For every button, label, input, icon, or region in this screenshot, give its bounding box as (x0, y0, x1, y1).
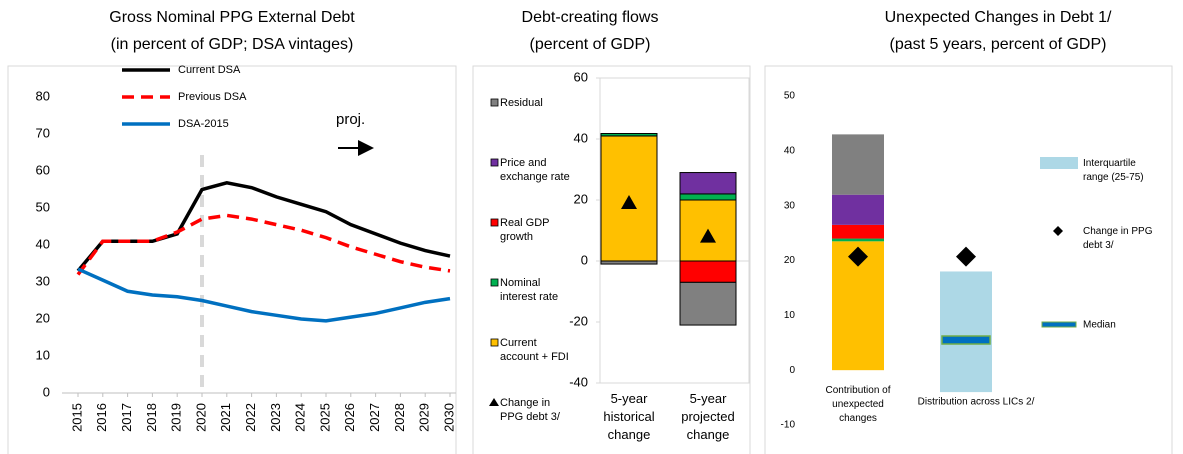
x-tick-label: 2021 (218, 403, 233, 432)
legend-label: Current DSA (178, 64, 241, 76)
bar-segment (832, 194, 884, 225)
y-tick-label: 40 (574, 130, 588, 145)
y-tick-label: 50 (36, 199, 50, 214)
y-tick-label: 20 (36, 310, 50, 325)
bar-segment (832, 224, 884, 239)
change-marker (848, 246, 868, 267)
legend-label: Price and exchange rate (500, 157, 570, 183)
x-tick-label: 5-year historical change (603, 391, 654, 442)
legend-label: Change in PPG debt 3/ (500, 397, 561, 423)
y-tick-label: 20 (784, 255, 796, 266)
legend-label: Current account + FDI (500, 337, 569, 363)
x-tick-label: 2029 (417, 403, 432, 432)
x-tick-label: 5-year projected change (681, 391, 734, 442)
y-tick-label: 70 (36, 125, 50, 140)
legend-label: Previous DSA (178, 91, 247, 103)
panel-frame (7, 65, 457, 454)
legend-swatch (490, 158, 499, 167)
x-tick-label: 2023 (268, 403, 283, 432)
series-line (77, 267, 451, 323)
legend-label: Median (1083, 320, 1116, 331)
x-tick-label: 2018 (144, 403, 159, 432)
x-tick-label: 2020 (193, 403, 208, 432)
bar-segment (679, 260, 737, 283)
x-tick-label: 2030 (441, 403, 456, 432)
x-tick-label: 2016 (94, 403, 109, 432)
legend-swatch (490, 218, 499, 227)
bar-segment (679, 172, 737, 195)
legend-label: Interquartile range (25-75) (1083, 158, 1144, 183)
bar-segment (679, 281, 737, 326)
y-tick-label: 30 (784, 200, 796, 211)
series-line (76, 213, 451, 276)
y-tick-label: 60 (574, 69, 588, 84)
y-tick-label: 0 (789, 365, 795, 376)
y-tick-label: 40 (36, 236, 50, 251)
legend-label: Nominal interest rate (500, 277, 558, 303)
chart-title: Gross Nominal PPG External Debt (109, 9, 355, 26)
y-tick-label: 0 (581, 252, 588, 267)
x-tick-label: 2027 (367, 403, 382, 432)
x-tick-label: 2025 (317, 403, 332, 432)
x-tick-label: 2026 (342, 403, 357, 432)
bar-segment (679, 193, 737, 201)
x-tick-label: 2028 (392, 403, 407, 432)
y-tick-label: 20 (574, 191, 588, 206)
annotation: proj. (336, 111, 365, 128)
y-tick-label: 40 (784, 145, 796, 156)
panel-frame (472, 65, 751, 454)
y-tick-label: -40 (569, 374, 588, 389)
chart-subtitle: (in percent of GDP; DSA vintages) (111, 36, 354, 53)
legend-label: Residual (500, 97, 543, 109)
y-tick-label: 80 (36, 88, 50, 103)
legend-swatch (490, 278, 499, 287)
bar-segment (832, 134, 884, 195)
chart-subtitle: (past 5 years, percent of GDP) (890, 36, 1107, 53)
x-tick-label: Distribution across LICs 2/ (918, 397, 1035, 408)
chart-title: Debt-creating flows (522, 9, 659, 26)
panel-frame (764, 65, 1173, 454)
legend-swatch (1040, 157, 1078, 169)
legend-label: Real GDP growth (500, 217, 550, 243)
bar-segment (832, 238, 884, 242)
x-tick-label: 2024 (293, 403, 308, 432)
x-tick-label: 2015 (69, 403, 84, 432)
y-tick-label: 50 (784, 91, 796, 102)
legend-label: Change in PPG debt 3/ (1083, 226, 1153, 251)
y-tick-label: 10 (36, 347, 50, 362)
y-tick-label: 10 (784, 310, 796, 321)
interquartile-bar (940, 271, 992, 393)
y-tick-label: 30 (36, 273, 50, 288)
legend-label: DSA-2015 (178, 118, 229, 130)
legend-swatch (490, 338, 499, 347)
series-line (76, 181, 451, 273)
plot-frame (599, 77, 750, 384)
y-tick-label: -10 (781, 420, 796, 431)
change-marker (956, 246, 976, 267)
chart-subtitle: (percent of GDP) (530, 36, 651, 53)
y-tick-label: 0 (43, 384, 50, 399)
legend-swatch (1053, 226, 1063, 236)
legend-swatch (489, 398, 499, 406)
x-tick-label: 2017 (119, 403, 134, 432)
bar-segment (600, 260, 658, 265)
median-mark (941, 335, 991, 345)
legend-swatch (490, 98, 499, 107)
x-tick-label: Contribution of unexpected changes (825, 385, 890, 424)
legend-swatch (1041, 321, 1077, 328)
x-tick-label: 2022 (243, 403, 258, 432)
y-tick-label: -20 (569, 313, 588, 328)
chart-title: Unexpected Changes in Debt 1/ (885, 9, 1112, 26)
x-tick-label: 2019 (169, 403, 184, 432)
bar-segment (600, 133, 658, 137)
y-tick-label: 60 (36, 162, 50, 177)
marker (621, 195, 637, 210)
marker (700, 228, 716, 243)
